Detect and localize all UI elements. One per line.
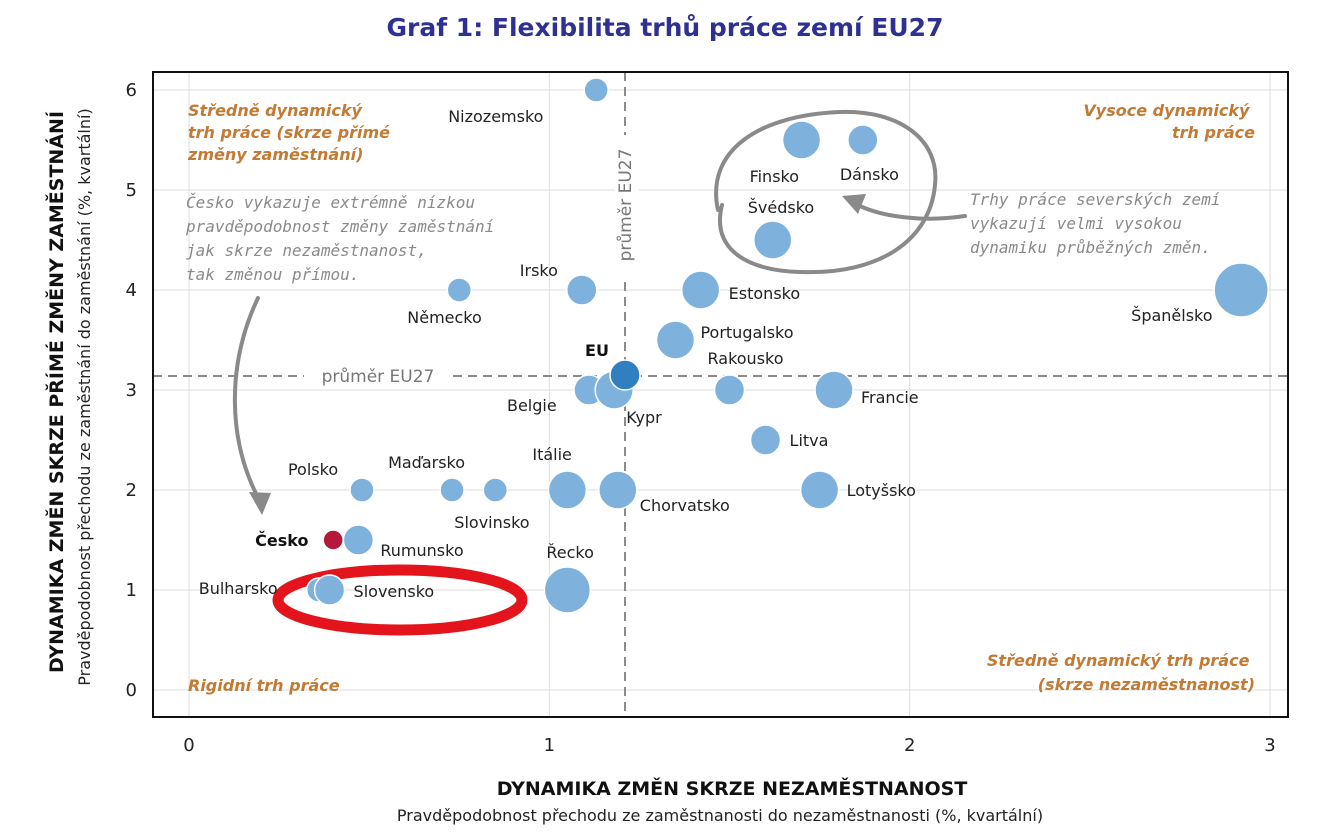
czech-note-arrowhead bbox=[249, 492, 271, 515]
y-tick-label: 0 bbox=[126, 680, 137, 701]
quadrant-bottom-left: Rigidní trh práce bbox=[188, 676, 340, 695]
x-tick-label: 2 bbox=[904, 735, 915, 756]
nordic-note-arrow bbox=[850, 200, 967, 221]
point-itálie bbox=[547, 470, 588, 510]
point-label: Litva bbox=[790, 431, 829, 450]
y-mean-label-bg bbox=[304, 364, 452, 388]
point-irsko bbox=[566, 274, 598, 306]
point-dánsko bbox=[847, 124, 879, 156]
point-španělsko bbox=[1213, 262, 1269, 318]
point-label: Slovinsko bbox=[454, 513, 529, 532]
x-mean-label-bg bbox=[615, 135, 640, 277]
axis-ticks: 0 1 2 3 0 1 2 3 4 5 6 bbox=[126, 80, 1276, 756]
point-švédsko bbox=[752, 220, 793, 260]
nordic-note: Trhy práce severských zemí vykazují velm… bbox=[970, 190, 1230, 257]
point-finsko bbox=[781, 120, 822, 160]
point-label: Dánsko bbox=[840, 165, 899, 184]
reference-lines: průměr EU27 průměr EU27 bbox=[153, 72, 1288, 717]
y-axis-subtitle: Pravděpodobnost přechodu ze zaměstnání d… bbox=[75, 108, 94, 685]
point-label: Francie bbox=[861, 388, 919, 407]
y-tick-label: 1 bbox=[126, 580, 137, 601]
plot-frame bbox=[152, 71, 1289, 718]
point-česko bbox=[322, 529, 344, 551]
point-litva bbox=[749, 424, 782, 456]
y-tick-label: 6 bbox=[126, 80, 137, 101]
quadrant-top-left: Středně dynamický trh práce (skrze přímé… bbox=[187, 101, 396, 164]
y-tick-label: 4 bbox=[126, 280, 137, 301]
x-tick-label: 0 bbox=[183, 735, 194, 756]
point-label: Česko bbox=[255, 531, 308, 550]
point-eu bbox=[609, 359, 641, 391]
point-slovinsko bbox=[482, 477, 509, 503]
point-slovensko bbox=[313, 574, 346, 606]
point-německo bbox=[446, 277, 473, 303]
highlight-ellipse bbox=[272, 564, 528, 636]
point-label: Nizozemsko bbox=[448, 107, 543, 126]
point-label: Bulharsko bbox=[199, 579, 278, 598]
point-label: Maďarsko bbox=[388, 453, 465, 472]
point-label: Estonsko bbox=[729, 284, 800, 303]
point-label: Rumunsko bbox=[380, 541, 463, 560]
x-axis-title: DYNAMIKA ZMĚN SKRZE NEZAMĚSTNANOST bbox=[497, 777, 968, 800]
point-chorvatsko bbox=[598, 470, 638, 510]
point-label: Finsko bbox=[750, 167, 799, 186]
point-label: Polsko bbox=[288, 460, 338, 479]
point-lotyšsko bbox=[799, 470, 840, 510]
point-maďarsko bbox=[439, 477, 465, 503]
point-řecko bbox=[543, 566, 592, 614]
point-label: Portugalsko bbox=[700, 323, 793, 342]
y-axis-title: DYNAMIKA ZMĚN SKRZE PŘÍMÉ ZMĚNY ZAMĚSTNÁ… bbox=[45, 111, 68, 673]
point-portugalsko bbox=[655, 320, 696, 360]
point-francie bbox=[814, 370, 854, 410]
nordic-circle bbox=[714, 109, 938, 275]
y-tick-label: 2 bbox=[126, 480, 137, 501]
point-label: Španělsko bbox=[1131, 306, 1212, 325]
point-label: Rakousko bbox=[708, 349, 784, 368]
x-tick-label: 1 bbox=[544, 735, 555, 756]
x-axis-subtitle: Pravděpodobnost přechodu ze zaměstnanost… bbox=[397, 806, 1043, 825]
point-label: Belgie bbox=[507, 396, 557, 415]
point-rakousko bbox=[713, 374, 746, 406]
point-nizozemsko bbox=[583, 77, 609, 103]
point-rumunsko bbox=[342, 524, 375, 556]
point-label: EU bbox=[585, 341, 609, 360]
point-label: Slovensko bbox=[354, 582, 435, 601]
point-label: Lotyšsko bbox=[847, 481, 916, 500]
point-estonsko bbox=[680, 270, 721, 310]
point-label: Švédsko bbox=[748, 198, 814, 217]
data-points: Nizozemsko Finsko Dánsko Švédsko Irsko Německ… bbox=[199, 77, 1269, 614]
x-mean-label: průměr EU27 bbox=[616, 149, 636, 262]
chart-title: Graf 1: Flexibilita trhů práce zemí EU27 bbox=[387, 13, 944, 42]
point-label: Německo bbox=[407, 308, 482, 327]
y-mean-label: průměr EU27 bbox=[322, 367, 435, 387]
y-tick-label: 5 bbox=[126, 180, 137, 201]
point-label: Itálie bbox=[532, 445, 572, 464]
czech-note-arrow bbox=[232, 296, 264, 507]
point-label: Kypr bbox=[626, 408, 662, 427]
point-label: Chorvatsko bbox=[640, 496, 730, 515]
point-polsko bbox=[349, 477, 375, 503]
x-tick-label: 3 bbox=[1264, 735, 1275, 756]
nordic-note-arrowhead bbox=[842, 194, 866, 214]
quadrant-bottom-right: Středně dynamický trh práce (skrze nezam… bbox=[987, 651, 1255, 694]
point-label: Řecko bbox=[546, 543, 594, 562]
quadrant-top-right: Vysoce dynamický trh práce bbox=[1083, 101, 1255, 142]
point-label: Irsko bbox=[520, 261, 558, 280]
czech-note: Česko vykazuje extrémně nízkou pravděpod… bbox=[185, 193, 504, 284]
y-tick-label: 3 bbox=[126, 380, 137, 401]
